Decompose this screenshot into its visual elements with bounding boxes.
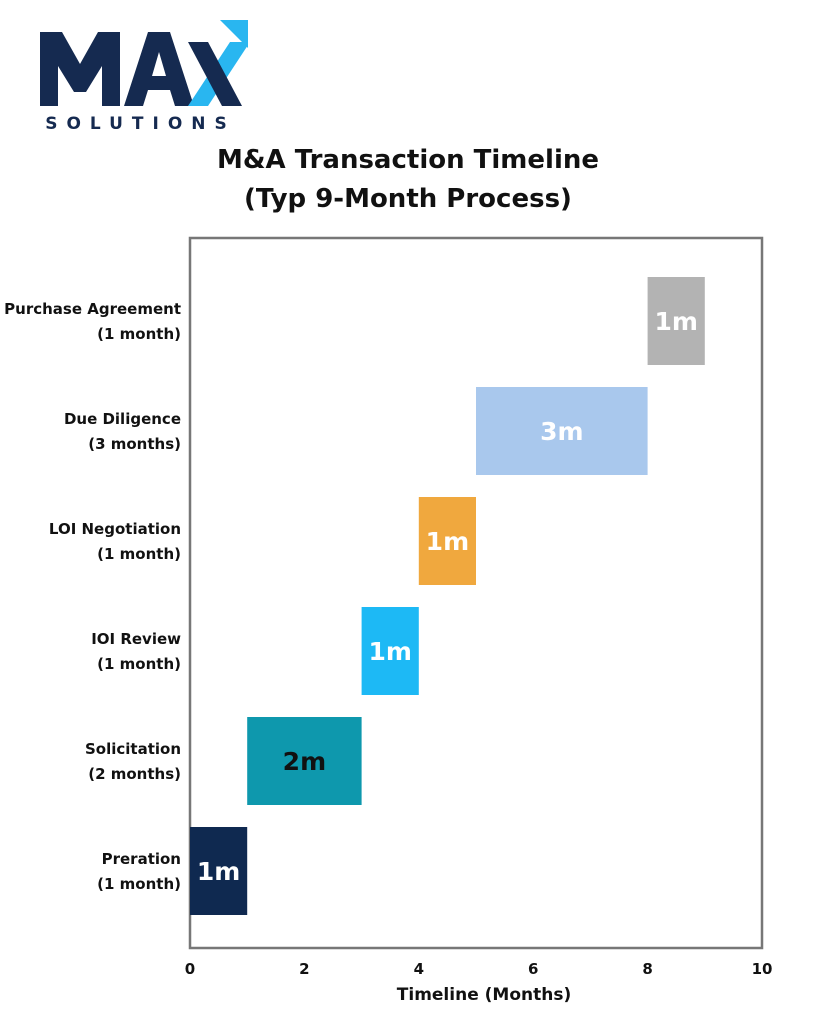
category-labels: Preration (1 month) Solicitation (2 months)… (4, 300, 181, 893)
bar-label-3: 1m (426, 527, 469, 556)
x-tick-label-10: 10 (752, 960, 773, 978)
bar-5 (647, 277, 705, 365)
category-label-5-line-1: Purchase Agreement (4, 300, 181, 318)
x-tick-label-2: 2 (299, 960, 309, 978)
x-axis-label: Timeline (Months) (397, 985, 571, 1005)
chart-title-line-2: (Typ 9-Month Process) (244, 184, 572, 214)
category-label-4-line-2: (3 months) (88, 435, 181, 453)
bar-2 (361, 607, 419, 695)
bar-4 (476, 387, 648, 475)
category-label-5-line-2: (1 month) (97, 325, 181, 343)
bar-0 (190, 827, 248, 915)
logo-letter-x-arrowhead (220, 20, 248, 48)
category-label-4-line-1: Due Diligence (64, 410, 181, 428)
bar-1 (247, 717, 362, 805)
chart-title-line-1: M&A Transaction Timeline (216, 145, 599, 175)
bar-label-2: 1m (368, 637, 411, 666)
x-tick-label-8: 8 (642, 960, 652, 978)
logo-letter-m (40, 32, 120, 106)
x-tick-label-4: 4 (414, 960, 424, 978)
category-label-2-line-2: (1 month) (97, 655, 181, 673)
bar-label-4: 3m (540, 417, 583, 446)
bars-layer: 1m 2m 1m 1m 3m 1m (190, 277, 705, 915)
bar-label-5: 1m (654, 307, 697, 336)
x-tick-label-0: 0 (185, 960, 195, 978)
category-label-3-line-2: (1 month) (97, 545, 181, 563)
bar-label-0: 1m (197, 857, 240, 886)
category-label-1-line-2: (2 months) (88, 765, 181, 783)
category-label-3-line-1: LOI Negotiation (49, 520, 181, 538)
category-label-2-line-1: IOI Review (91, 630, 181, 648)
bar-label-1: 2m (283, 747, 326, 776)
x-tick-label-6: 6 (528, 960, 538, 978)
plot-frame (188, 236, 764, 950)
bar-3 (418, 497, 476, 585)
company-logo: SOLUTIONS (38, 18, 250, 136)
logo-subtitle: SOLUTIONS (45, 114, 236, 134)
category-label-1-line-1: Solicitation (85, 740, 181, 758)
max-logo-mark (40, 20, 250, 106)
x-axis-ticks: 0 2 4 6 8 10 (185, 960, 773, 978)
category-label-0-line-1: Preration (102, 850, 181, 868)
logo-letter-x-leg (188, 42, 242, 106)
category-label-0-line-2: (1 month) (97, 875, 181, 893)
